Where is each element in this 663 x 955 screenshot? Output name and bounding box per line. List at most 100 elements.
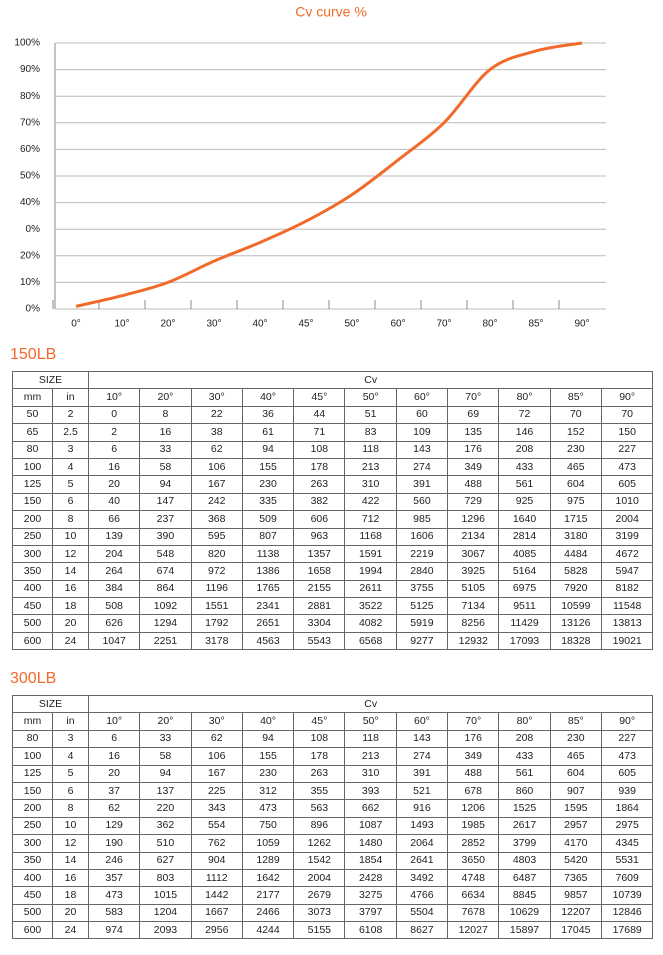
table-cell: 465 [549, 747, 602, 766]
table-cell: 155 [241, 457, 295, 477]
table-cell: 7365 [549, 868, 602, 888]
table-cell: 178 [293, 747, 346, 766]
y-tick-label: 0% [26, 304, 41, 315]
subheader-cell: 80° [498, 388, 551, 407]
table-cell: 2064 [395, 834, 449, 853]
table-cell: 264 [87, 562, 141, 581]
table-cell: 16 [139, 423, 192, 442]
table-cell: 473 [241, 799, 295, 818]
table: SIZE Cv mm in 10° 20° 30° 40° 45° 50° 60° 70° 80° 85°… [12, 694, 654, 940]
table-cell: 5947 [600, 562, 654, 581]
table-row: 500 20 583 1204 1667 2466 3073 3797 5504 7678 1062… [12, 903, 654, 923]
table-cell: 473 [87, 886, 141, 905]
table-cell: 71 [293, 423, 346, 442]
table-row: 65 2.5 2 16 38 61 71 83 109 135 146 152 150 [12, 423, 654, 442]
y-tick-label: 90% [20, 64, 40, 75]
table-cell: 8 [52, 799, 89, 818]
subheader-cell: in [52, 388, 89, 407]
table-cell: 18 [52, 597, 89, 616]
table-cell: 80 [12, 440, 53, 459]
table-cell: 106 [190, 747, 243, 766]
table-cell: 2466 [241, 903, 295, 923]
table-cell: 400 [12, 579, 53, 599]
subheader-cell: 30° [190, 388, 243, 407]
subheader-cell: 90° [600, 388, 654, 407]
table-row: 80 3 6 33 62 94 108 118 143 176 208 230 227 [12, 729, 654, 749]
table-cell: 274 [395, 457, 449, 477]
table-cell: 152 [549, 423, 602, 442]
table-cell: 4748 [447, 868, 500, 888]
table-cell: 16 [87, 747, 141, 766]
y-tick-label: 10% [20, 277, 40, 288]
table-cell: 100 [12, 457, 53, 477]
table-cell: 896 [293, 816, 346, 836]
table-cell: 237 [139, 510, 192, 529]
table-cell: 3492 [395, 868, 449, 888]
table-cell: 1015 [139, 886, 192, 905]
table-cell: 3304 [293, 614, 346, 633]
table-cell: 17689 [600, 921, 654, 940]
table-cell: 554 [190, 816, 243, 836]
y-tick-label: 20% [20, 250, 40, 261]
table-cell: 6487 [498, 868, 551, 888]
table-cell: 7678 [447, 903, 500, 923]
table-cell: 12 [52, 834, 89, 853]
table-row: 150 6 40 147 242 335 382 422 560 729 925 975 1010 [12, 492, 654, 512]
table-cell: 94 [139, 475, 192, 494]
chart-title: Cv curve % [295, 4, 367, 20]
subheader-cell: 70° [447, 712, 500, 731]
subheader-cell: 45° [293, 712, 346, 731]
table-cell: 357 [87, 868, 141, 888]
table-cell: 8182 [600, 579, 654, 599]
table-cell: 150 [600, 423, 654, 442]
table-cell: 8 [139, 405, 192, 425]
table-cell: 1092 [139, 597, 192, 616]
subheader-cell: 40° [241, 712, 295, 731]
table-cell: 595 [190, 527, 243, 546]
table-cell: 4085 [498, 544, 551, 564]
table-cell: 1289 [241, 851, 295, 870]
table-cell: 362 [139, 816, 192, 836]
table-cell: 510 [139, 834, 192, 853]
header-row: SIZE Cv [12, 694, 654, 714]
table-cell: 2251 [139, 631, 192, 651]
table-cell: 674 [139, 562, 192, 581]
table-cell: 600 [12, 631, 53, 651]
table-cell: 1551 [190, 597, 243, 616]
subheader-cell: 40° [241, 388, 295, 407]
table-cell: 17045 [549, 921, 602, 940]
table-cell: 100 [12, 747, 53, 766]
table-cell: 4766 [395, 886, 449, 905]
table-cell: 335 [241, 492, 295, 512]
table-cell: 150 [12, 781, 53, 801]
table-cell: 60 [395, 405, 449, 425]
subheader-cell: 70° [447, 388, 500, 407]
table-cell: 4803 [498, 851, 551, 870]
table-cell: 16 [52, 579, 89, 599]
table-cell: 24 [52, 921, 89, 940]
subheader-cell: 10° [87, 712, 141, 731]
table-cell: 1294 [139, 614, 192, 633]
table-cell: 860 [498, 781, 551, 801]
table-cell: 200 [12, 510, 53, 529]
table-cell: 310 [344, 764, 397, 783]
table-cell: 2814 [498, 527, 551, 546]
table-cell: 563 [293, 799, 346, 818]
table-cell: 2840 [395, 562, 449, 581]
table-cell: 2177 [241, 886, 295, 905]
table-cell: 433 [498, 457, 551, 477]
table-cell: 10 [52, 816, 89, 836]
table-cell: 1112 [190, 868, 243, 888]
table-cell: 4563 [241, 631, 295, 651]
table-cell: 3799 [498, 834, 551, 853]
subheader-row: mm in 10° 20° 30° 40° 45° 50° 60° 70° 80° 85° 90° [12, 712, 654, 731]
table-cell: 5155 [293, 921, 346, 940]
table-cell: 604 [549, 764, 602, 783]
table-cell: 1206 [447, 799, 500, 818]
table-row: 125 5 20 94 167 230 263 310 391 488 561 604 605 [12, 475, 654, 494]
table-cell: 62 [87, 799, 141, 818]
table-cell: 1667 [190, 903, 243, 923]
header-row: SIZE Cv [12, 370, 654, 390]
table-cell: 3180 [549, 527, 602, 546]
header-cell: SIZE [12, 694, 89, 714]
